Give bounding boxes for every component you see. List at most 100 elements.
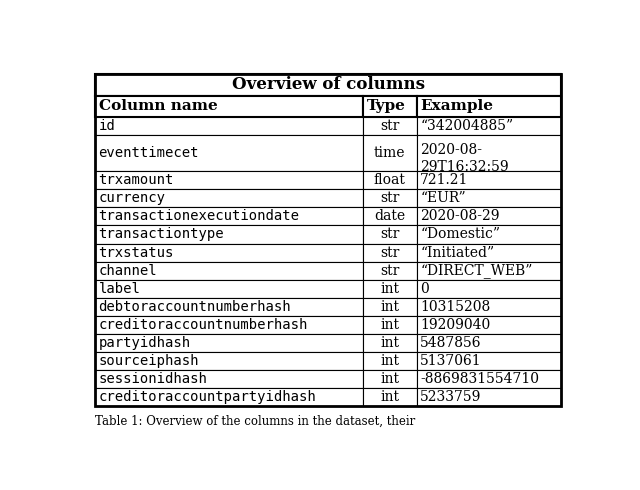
- Bar: [363, 96, 417, 117]
- Text: str: str: [380, 119, 399, 133]
- Text: 2020-08-
29T16:32:59: 2020-08- 29T16:32:59: [420, 143, 509, 174]
- Text: transactiontype: transactiontype: [99, 227, 224, 242]
- Bar: [363, 334, 417, 352]
- Text: 5233759: 5233759: [420, 390, 482, 404]
- Text: float: float: [374, 173, 406, 187]
- Bar: [417, 370, 561, 388]
- Text: sourceiphash: sourceiphash: [99, 354, 199, 368]
- Bar: [95, 316, 363, 334]
- Text: “Domestic”: “Domestic”: [420, 227, 500, 242]
- Text: transactionexecutiondate: transactionexecutiondate: [99, 209, 300, 223]
- Text: eventtimecet: eventtimecet: [99, 147, 199, 160]
- Text: creditoraccountnumberhash: creditoraccountnumberhash: [99, 318, 308, 332]
- Bar: [417, 297, 561, 316]
- Bar: [417, 96, 561, 117]
- Text: trxstatus: trxstatus: [99, 245, 174, 260]
- Text: str: str: [380, 227, 399, 242]
- Bar: [363, 207, 417, 225]
- Text: int: int: [380, 372, 399, 386]
- Bar: [363, 316, 417, 334]
- Text: creditoraccountpartyidhash: creditoraccountpartyidhash: [99, 390, 316, 404]
- Text: time: time: [374, 147, 406, 160]
- Text: str: str: [380, 245, 399, 260]
- Text: str: str: [380, 264, 399, 277]
- Text: sessionidhash: sessionidhash: [99, 372, 207, 386]
- Text: label: label: [99, 282, 141, 295]
- Bar: [363, 172, 417, 189]
- Text: int: int: [380, 390, 399, 404]
- Text: currency: currency: [99, 192, 166, 205]
- Bar: [95, 74, 561, 96]
- Bar: [363, 225, 417, 244]
- Text: “Initiated”: “Initiated”: [420, 245, 495, 260]
- Text: int: int: [380, 282, 399, 295]
- Bar: [95, 352, 363, 370]
- Bar: [95, 244, 363, 262]
- Bar: [417, 280, 561, 297]
- Text: 5137061: 5137061: [420, 354, 482, 368]
- Bar: [363, 244, 417, 262]
- Text: “DIRECT_WEB”: “DIRECT_WEB”: [420, 263, 532, 278]
- Bar: [363, 297, 417, 316]
- Bar: [363, 117, 417, 135]
- Bar: [417, 225, 561, 244]
- Bar: [363, 189, 417, 207]
- Bar: [417, 388, 561, 406]
- Bar: [95, 135, 363, 172]
- Bar: [95, 74, 561, 406]
- Text: 0: 0: [420, 282, 429, 295]
- Bar: [95, 225, 363, 244]
- Bar: [417, 172, 561, 189]
- Bar: [363, 370, 417, 388]
- Bar: [417, 117, 561, 135]
- Bar: [95, 297, 363, 316]
- Text: date: date: [374, 209, 405, 223]
- Bar: [95, 207, 363, 225]
- Text: Table 1: Overview of the columns in the dataset, their: Table 1: Overview of the columns in the …: [95, 415, 415, 427]
- Text: Type: Type: [367, 99, 406, 113]
- Bar: [417, 334, 561, 352]
- Text: “EUR”: “EUR”: [420, 192, 466, 205]
- Text: 19209040: 19209040: [420, 318, 491, 332]
- Bar: [363, 280, 417, 297]
- Bar: [363, 388, 417, 406]
- Bar: [95, 172, 363, 189]
- Text: partyidhash: partyidhash: [99, 336, 191, 350]
- Bar: [417, 207, 561, 225]
- Bar: [95, 262, 363, 280]
- Bar: [95, 117, 363, 135]
- Bar: [363, 352, 417, 370]
- Text: 10315208: 10315208: [420, 300, 491, 314]
- Text: 721.21: 721.21: [420, 173, 468, 187]
- Text: id: id: [99, 119, 115, 133]
- Text: “342004885”: “342004885”: [420, 119, 513, 133]
- Bar: [417, 262, 561, 280]
- Bar: [417, 244, 561, 262]
- Text: str: str: [380, 192, 399, 205]
- Text: Overview of columns: Overview of columns: [232, 76, 424, 93]
- Bar: [417, 316, 561, 334]
- Text: debtoraccountnumberhash: debtoraccountnumberhash: [99, 300, 291, 314]
- Text: int: int: [380, 354, 399, 368]
- Bar: [95, 280, 363, 297]
- Text: -8869831554710: -8869831554710: [420, 372, 540, 386]
- Bar: [363, 262, 417, 280]
- Bar: [95, 96, 363, 117]
- Text: 5487856: 5487856: [420, 336, 482, 350]
- Bar: [417, 352, 561, 370]
- Text: int: int: [380, 318, 399, 332]
- Text: 2020-08-29: 2020-08-29: [420, 209, 500, 223]
- Text: int: int: [380, 300, 399, 314]
- Text: Column name: Column name: [99, 99, 218, 113]
- Bar: [417, 189, 561, 207]
- Bar: [95, 370, 363, 388]
- Bar: [95, 334, 363, 352]
- Bar: [95, 388, 363, 406]
- Bar: [363, 135, 417, 172]
- Text: trxamount: trxamount: [99, 173, 174, 187]
- Bar: [417, 135, 561, 172]
- Text: Example: Example: [420, 99, 493, 113]
- Bar: [95, 189, 363, 207]
- Text: channel: channel: [99, 264, 157, 277]
- Text: int: int: [380, 336, 399, 350]
